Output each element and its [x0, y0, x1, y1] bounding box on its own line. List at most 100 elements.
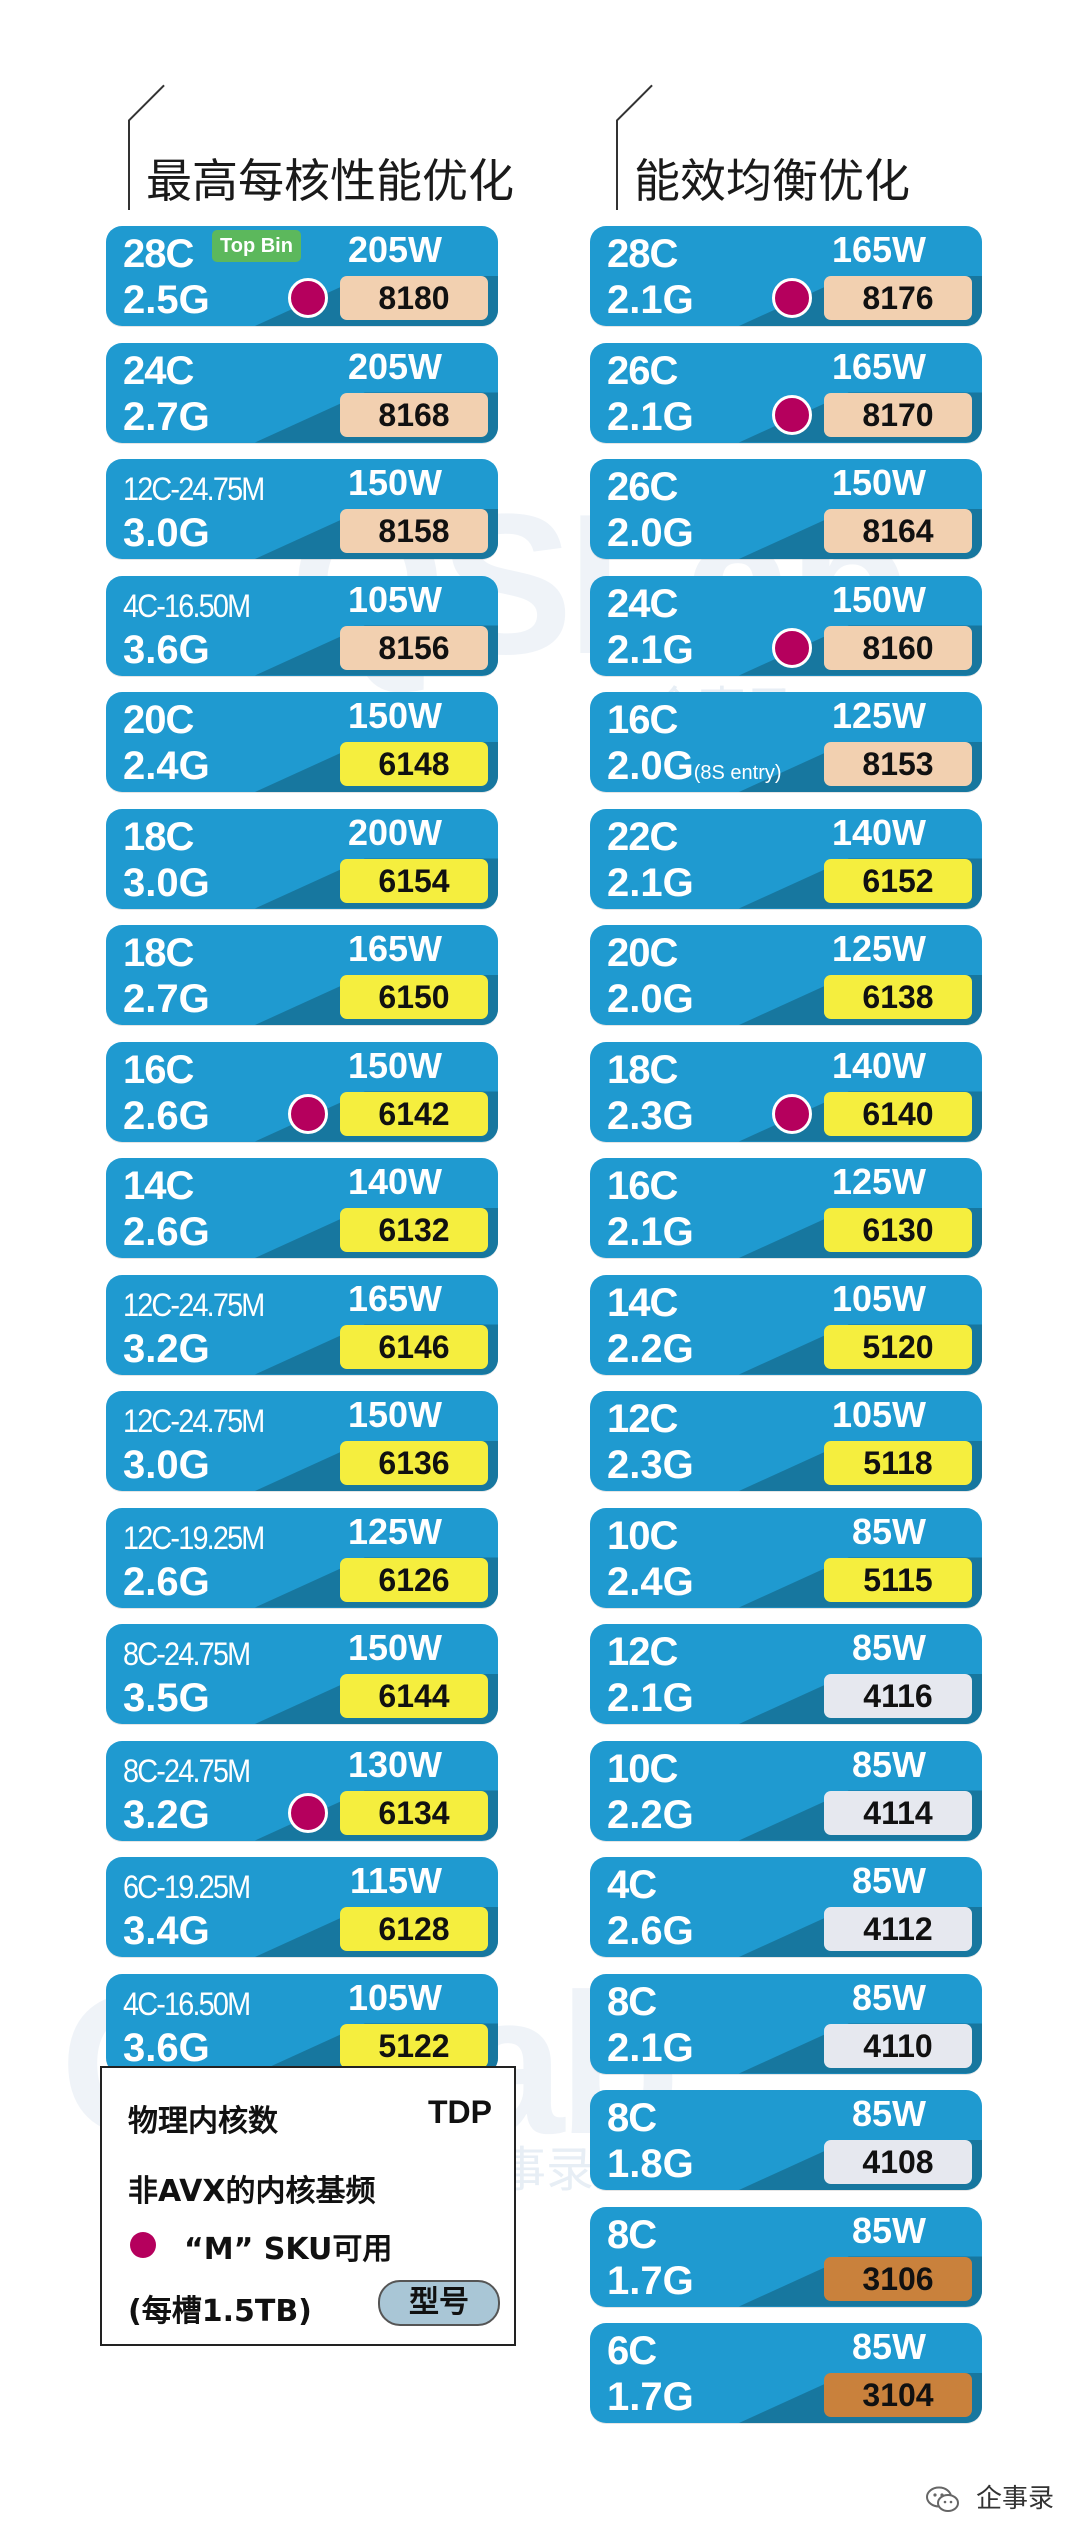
model-number: 4114 — [824, 1790, 972, 1835]
model-number: 6148 — [340, 742, 488, 786]
legend-tdp-label: TDP — [428, 2094, 492, 2130]
model-number: 6134 — [340, 1790, 488, 1835]
core-count: 8C — [607, 2212, 657, 2257]
sku-card: 8C-24.75M 3.5G 150W 6144 — [106, 1624, 498, 1724]
sku-card: 24C 2.1G 150W 8160 — [590, 575, 982, 676]
tdp-value: 85W — [851, 1860, 926, 1901]
legend-model-label: 型号 — [378, 2280, 500, 2326]
sku-card: 26C 2.0G 150W 8164 — [590, 459, 982, 559]
core-count: 4C-16.50M — [123, 587, 251, 624]
m-sku-dot-icon — [288, 1093, 328, 1134]
frequency-value: 3.0G — [123, 511, 210, 555]
model-number: 6136 — [340, 1441, 488, 1485]
model-number: 6130 — [824, 1208, 972, 1252]
model-number: 8180 — [340, 276, 488, 320]
sku-card: 10C 2.4G 85W 5115 — [590, 1507, 982, 1608]
model-number: 3104 — [824, 2373, 972, 2417]
tdp-value: 105W — [831, 1277, 926, 1319]
tdp-value: 205W — [347, 229, 442, 270]
frequency-value: 2.1G — [607, 1676, 694, 1720]
model-number: 5122 — [340, 2023, 488, 2068]
sku-card: 24C 2.7G 205W 8168 — [106, 342, 498, 443]
frequency-value: 2.1G — [607, 394, 694, 439]
frequency-value: 3.2G — [123, 1326, 210, 1371]
model-number: 4116 — [824, 1674, 972, 1718]
model-number: 8168 — [340, 392, 488, 437]
model-number: 5115 — [824, 1557, 972, 1602]
model-number: 4108 — [824, 2140, 972, 2184]
sku-card: 22C 2.1G 140W 6152 — [590, 808, 982, 909]
tdp-value: 85W — [851, 2209, 926, 2251]
frequency-value: 2.1G — [607, 278, 694, 322]
frequency-value: 2.7G — [123, 977, 210, 1021]
model-number: 6152 — [824, 858, 972, 903]
base-frequency: 2.3G — [607, 1094, 694, 1139]
model-number: 8158 — [340, 509, 488, 553]
model-number: 3106 — [824, 2256, 972, 2301]
tdp-value: 85W — [851, 1976, 926, 2018]
sku-card: 16C 2.0G(8S entry) 125W 8153 — [590, 692, 982, 792]
m-sku-dot-icon — [288, 278, 328, 318]
base-frequency: 3.5G — [123, 1676, 210, 1721]
footer-source: 企事录 — [925, 2478, 1054, 2515]
base-frequency: 2.1G — [607, 395, 694, 440]
m-sku-dot-icon — [772, 394, 812, 435]
frequency-value: 2.1G — [607, 1210, 694, 1254]
model-number: 6154 — [340, 858, 488, 903]
frequency-value: 2.1G — [607, 860, 694, 905]
core-count: 12C-19.25M — [123, 1519, 265, 1556]
sku-card: 12C-19.25M 2.6G 125W 6126 — [106, 1507, 498, 1608]
core-count: 14C — [607, 1280, 678, 1325]
tdp-value: 150W — [347, 462, 442, 503]
header-vertical-line — [616, 120, 618, 210]
model-number: 5118 — [824, 1441, 972, 1485]
core-count: 22C — [607, 814, 678, 859]
base-frequency: 2.5G — [123, 278, 210, 323]
frequency-value: 2.6G — [607, 1909, 694, 1953]
sku-card: 18C 2.7G 165W 6150 — [106, 925, 498, 1025]
model-number: 4112 — [824, 1907, 972, 1951]
core-count: 18C — [123, 814, 194, 859]
sku-card: 26C 2.1G 165W 8170 — [590, 342, 982, 443]
base-frequency: 2.1G — [607, 1210, 694, 1255]
frequency-value: 2.3G — [607, 1443, 694, 1487]
model-number: 6142 — [340, 1091, 488, 1136]
base-frequency: 2.1G — [607, 628, 694, 673]
frequency-value: 1.7G — [607, 2258, 694, 2303]
base-frequency: 2.6G — [607, 1909, 694, 1954]
model-number: 8156 — [340, 625, 488, 670]
base-frequency: 2.6G — [123, 1560, 210, 1605]
frequency-value: 3.4G — [123, 1909, 210, 1953]
model-number: 6132 — [340, 1208, 488, 1252]
model-number: 8153 — [824, 742, 972, 786]
tdp-value: 125W — [831, 1161, 926, 1202]
tdp-value: 150W — [831, 578, 926, 620]
frequency-value: 2.2G — [607, 1326, 694, 1371]
base-frequency: 2.6G — [123, 1210, 210, 1255]
base-frequency: 2.4G — [607, 1560, 694, 1605]
tdp-value: 150W — [347, 1627, 442, 1668]
tdp-value: 125W — [831, 928, 926, 969]
sku-card: 12C 2.1G 85W 4116 — [590, 1624, 982, 1724]
tdp-value: 150W — [347, 1394, 442, 1435]
tdp-value: 140W — [347, 1161, 442, 1202]
tdp-value: 205W — [347, 345, 442, 387]
tdp-value: 105W — [831, 1394, 926, 1435]
model-number: 5120 — [824, 1324, 972, 1369]
tdp-value: 150W — [347, 695, 442, 736]
frequency-value: 2.6G — [123, 1093, 210, 1138]
m-sku-dot-icon — [772, 1093, 812, 1134]
core-count: 12C-24.75M — [123, 471, 265, 507]
core-count: 26C — [607, 465, 678, 509]
sku-card: 14C 2.2G 105W 5120 — [590, 1274, 982, 1375]
core-count: 26C — [607, 348, 678, 393]
tdp-value: 165W — [831, 229, 926, 270]
core-count: 8C — [607, 2096, 657, 2140]
frequency-value: 2.7G — [123, 394, 210, 439]
frequency-value: 2.6G — [123, 1210, 210, 1254]
base-frequency: 3.2G — [123, 1793, 210, 1838]
legend-memory-label: (每槽1.5TB) — [128, 2294, 312, 2329]
base-frequency: 3.0G — [123, 861, 210, 906]
header-vertical-line — [128, 120, 130, 210]
m-sku-dot-icon — [772, 278, 812, 318]
